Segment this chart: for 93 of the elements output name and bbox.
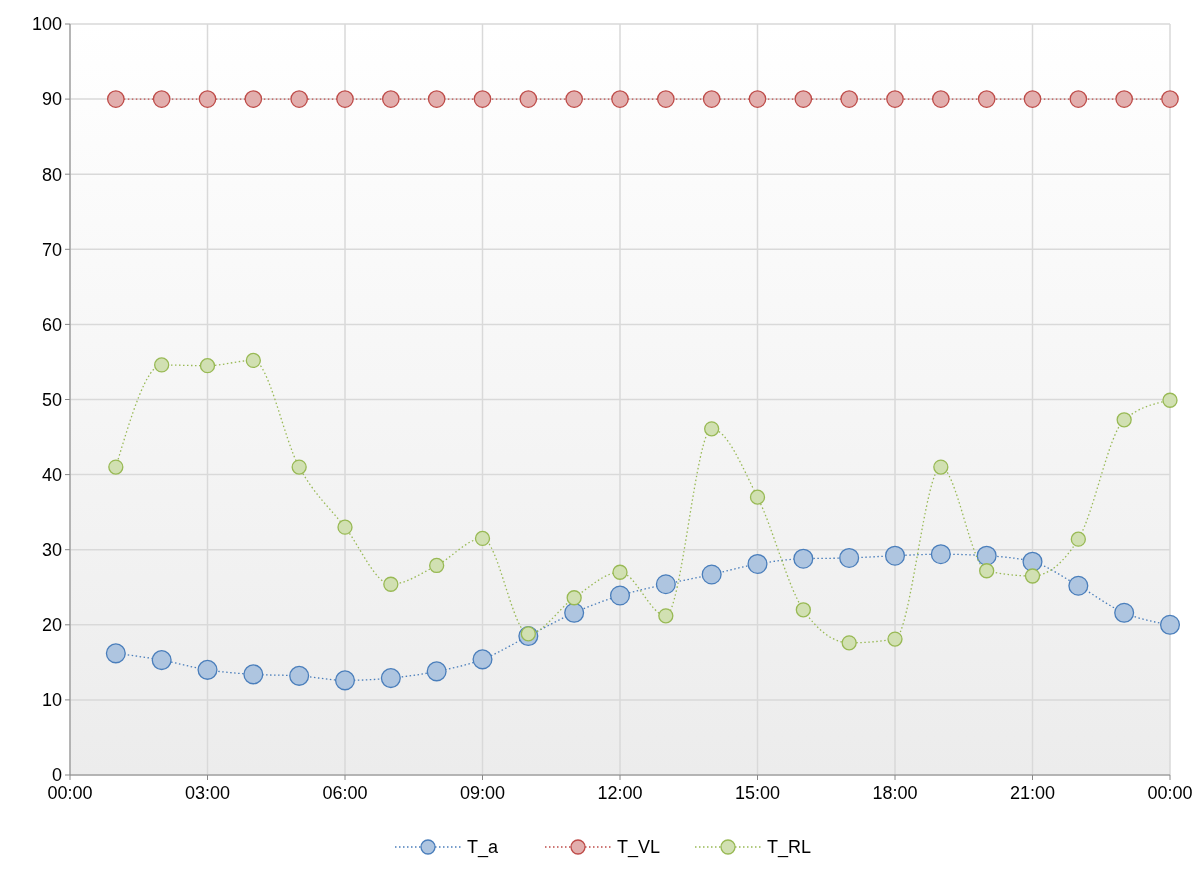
point [704,421,720,437]
point [151,650,172,671]
point [933,459,949,475]
point [1069,90,1088,108]
legend-label: T_RL [767,837,812,859]
point [243,664,264,685]
point [840,90,859,108]
point [1024,568,1041,584]
x-tick-label: 00:00 [1147,783,1193,803]
x-tick-label: 09:00 [459,783,506,803]
point [106,90,125,108]
point [747,553,768,575]
point [566,590,582,606]
point [519,90,538,108]
point [748,90,767,108]
point [290,90,309,108]
legend-label: T_VL [617,837,661,859]
point [1023,90,1042,108]
point [979,563,995,579]
point [887,631,903,647]
point [612,564,628,580]
point [474,530,491,547]
point [886,90,904,108]
y-tick-label: 100 [31,14,62,35]
point [473,90,492,108]
point [426,661,447,682]
point [1115,90,1134,108]
point [609,585,631,606]
point [884,545,906,566]
point [749,489,766,505]
point [795,602,811,618]
point [930,544,951,565]
legend-label: T_a [467,837,500,859]
x-tick-label: 18:00 [872,783,918,803]
y-tick-label: 70 [41,239,62,260]
point [427,90,446,108]
x-tick-label: 00:00 [47,783,93,803]
y-tick-label: 60 [41,314,62,335]
point [976,545,997,566]
point [108,459,124,475]
point [931,90,950,108]
point [105,643,126,664]
point [289,665,310,686]
point [977,90,996,108]
point [565,90,584,108]
point [336,90,354,108]
y-tick-label: 0 [51,765,62,786]
point [154,357,170,373]
point [244,90,263,108]
point [334,670,356,691]
point [1068,575,1089,596]
point [197,659,218,680]
point [611,90,629,108]
point [383,576,399,592]
point [793,548,814,569]
point [702,90,721,108]
point [381,90,400,108]
point [656,90,675,108]
point [198,90,217,108]
point [658,608,674,624]
y-tick-label: 30 [41,540,62,560]
y-tick-label: 80 [41,164,62,185]
point [429,557,445,574]
point [1161,90,1179,108]
x-tick-label: 12:00 [597,783,643,803]
y-tick-label: 10 [41,690,62,711]
point [1022,551,1043,572]
y-tick-label: 90 [41,89,62,110]
x-tick-label: 15:00 [734,783,781,803]
point [839,547,860,569]
x-tick-label: 21:00 [1009,783,1056,803]
point [841,635,857,651]
y-tick-label: 50 [41,389,62,410]
point [291,459,307,475]
point [245,352,261,369]
point [1159,614,1181,635]
point [472,649,493,670]
point [152,90,171,108]
point [380,668,401,689]
point [1070,531,1086,547]
y-tick-label: 20 [41,615,62,636]
point [794,90,813,108]
point [564,602,585,623]
point [337,519,353,535]
point [1162,392,1178,408]
point [1116,412,1132,428]
point [701,564,722,585]
y-tick-label: 40 [41,464,62,485]
x-tick-label: 06:00 [322,783,368,803]
x-tick-label: 03:00 [184,783,231,803]
point [655,574,676,595]
point [199,358,216,374]
point [1114,602,1135,623]
